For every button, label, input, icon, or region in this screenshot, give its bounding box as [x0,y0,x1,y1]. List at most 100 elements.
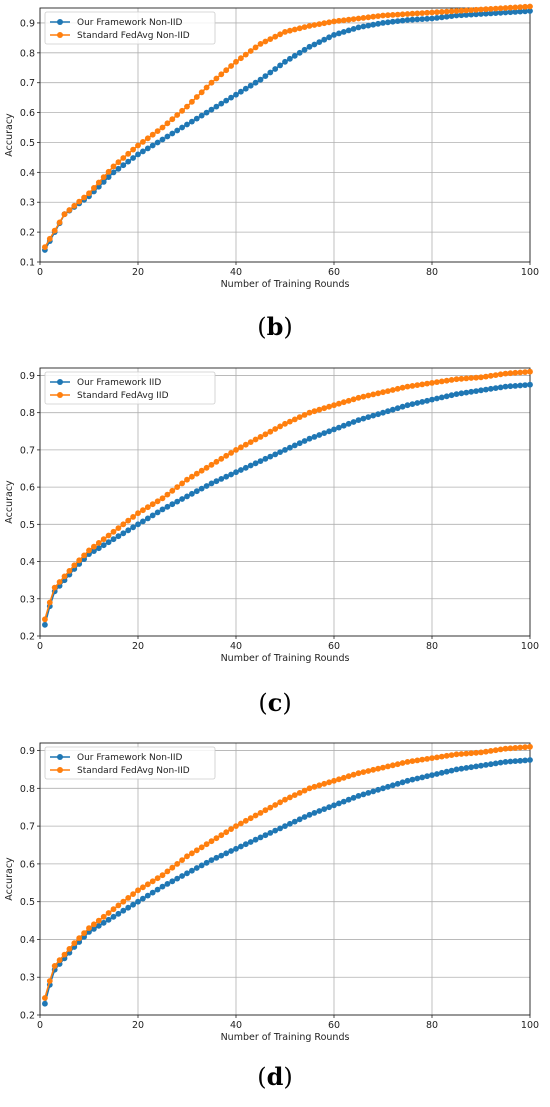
data-point-c [443,393,450,400]
data-point-c [429,396,435,403]
data-point-d [233,845,239,852]
data-point-d [213,835,220,842]
data-point-b [527,3,533,10]
legend-marker-c [57,379,63,385]
data-point-c [262,455,269,462]
y-axis-label-b: Accuracy [4,113,15,157]
data-point-d [291,792,298,798]
legend-d: Our Framework Non-IID Standard FedAvg Non… [44,746,216,780]
data-point-b [473,6,479,13]
data-point-c [149,512,156,519]
data-point-d [375,786,381,793]
data-point-d [198,844,205,851]
data-point-c [443,377,450,384]
data-point-c [483,373,489,380]
data-point-c [438,394,445,401]
data-point-c [267,453,274,460]
data-point-d [277,799,283,806]
data-point-d [360,791,367,798]
data-point-c [140,518,146,525]
data-point-b [144,135,151,142]
data-point-b [189,98,195,105]
data-point-b [213,103,220,110]
data-point-d [429,755,435,761]
data-point-d [262,807,269,814]
data-point-b [385,12,391,19]
data-point-c [355,417,362,423]
data-point-b [247,82,254,89]
data-point-c [399,403,406,410]
data-point-d [174,875,181,882]
data-point-c [380,409,386,416]
data-point-d [507,758,514,765]
data-point-c [414,400,421,406]
data-point-b [135,142,141,149]
data-point-d [385,763,391,770]
data-point-c [184,493,190,500]
data-point-c [468,388,475,395]
data-point-b [282,58,288,65]
data-point-b [434,15,440,21]
data-point-c [301,438,308,444]
data-point-b [144,145,151,152]
data-point-b [100,174,107,181]
data-point-b [438,9,445,15]
data-point-c [453,376,460,383]
data-point-d [419,756,426,763]
xtick-label-c: 60 [328,641,340,652]
data-point-d [468,764,475,771]
data-point-b [61,211,68,218]
data-point-d [242,817,249,824]
data-point-c [326,403,332,410]
legend-box-c [44,371,216,405]
data-point-d [438,769,445,776]
data-point-d [125,904,132,911]
data-point-b [257,76,264,83]
data-point-d [140,884,146,891]
data-point-d [345,773,352,780]
data-point-c [340,422,347,429]
data-point-c [345,420,352,427]
data-point-b [311,22,318,28]
ytick-label-d: 0.4 [20,935,35,946]
chart-c-svg: 0 20 40 60 80 100 0.2 0.3 0.4 0.5 0.6 0.7 0.8 0.9 Numb… [4,367,539,664]
data-point-c [311,434,318,440]
data-point-d [100,919,107,926]
data-point-b [159,124,166,131]
data-point-b [326,19,332,26]
data-point-b [115,159,122,166]
data-point-d [247,815,254,822]
data-point-c [213,458,220,465]
legend-label-c: Standard FedAvg IID [77,391,169,401]
data-point-d [203,841,210,848]
data-point-d [326,804,332,811]
data-point-b [453,8,460,14]
data-point-d [296,790,303,796]
data-point-c [316,432,323,438]
data-point-d [394,780,401,787]
legend-box-d [44,746,216,780]
data-point-b [483,10,489,17]
data-point-b [149,131,156,138]
data-point-c [389,406,396,413]
data-point-b [120,155,127,161]
y-axis-label-d: Accuracy [4,857,15,901]
data-point-b [218,71,225,78]
data-point-b [252,79,259,86]
data-point-b [184,121,190,128]
data-point-d [120,907,127,914]
data-point-c [238,467,244,473]
data-point-b [478,11,484,17]
data-point-d [487,761,494,768]
caption-b-close: ) [283,313,293,341]
data-point-c [228,450,235,456]
data-point-c [527,381,533,388]
data-point-d [527,757,533,763]
data-point-b [42,244,48,251]
legend-marker-b [57,32,63,38]
data-point-d [135,887,141,894]
data-point-d [154,875,161,882]
ytick-label-d: 0.5 [20,897,35,908]
data-point-b [164,120,171,127]
series-line-d [44,746,531,999]
